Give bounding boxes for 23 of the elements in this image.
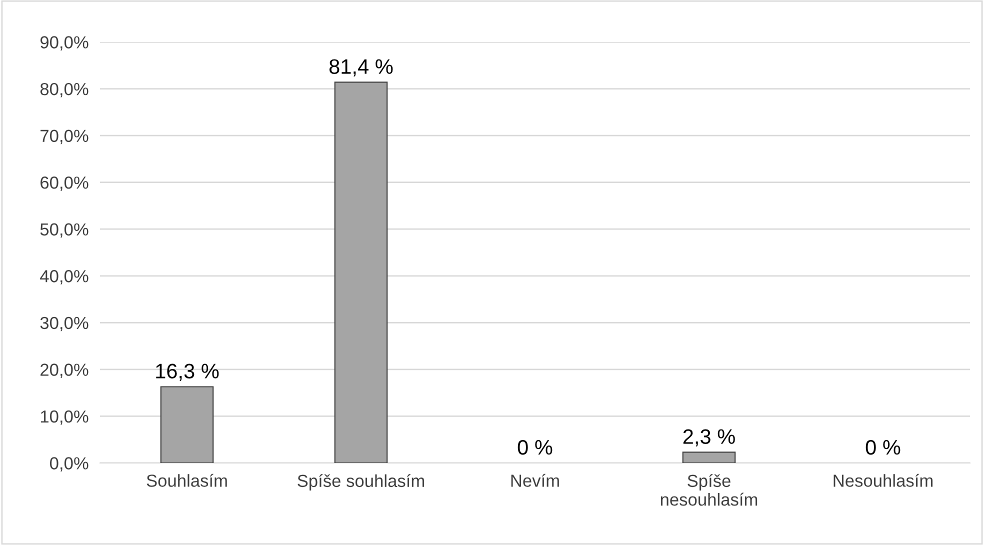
y-tick-label: 50,0% [40,223,88,238]
y-tick-label: 70,0% [40,130,88,144]
y-tick-label: 10,0% [40,410,88,425]
bar [334,82,388,463]
y-tick-label: 80,0% [40,82,88,98]
x-tick-label: Nevím [511,474,559,487]
y-tick-label: 0,0% [50,457,88,472]
y-tick-label: 60,0% [40,176,88,191]
x-tick-label: Souhlasím [146,474,227,487]
x-tick-label: Spíše souhlasím [298,474,424,490]
data-label: 2,3 % [683,429,735,446]
y-tick-label: 40,0% [40,270,88,284]
bar [682,452,736,463]
x-tick-label: Nesouhlasím [834,474,933,487]
data-label: 81,4 % [329,59,393,76]
data-label: 0 % [518,440,552,455]
data-label: 0 % [866,440,900,455]
y-tick-label: 90,0% [40,36,88,51]
data-label: 16,3 % [156,364,219,381]
bar [160,386,214,463]
x-tick-label: Spíše nesouhlasím [660,474,758,506]
y-tick-label: 30,0% [40,316,88,332]
y-tick-label: 20,0% [40,364,88,378]
